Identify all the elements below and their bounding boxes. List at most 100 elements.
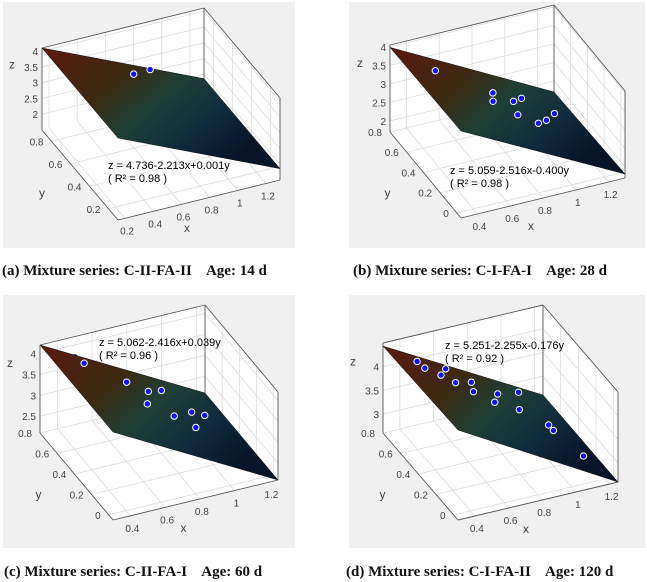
fitted-plane — [382, 345, 619, 483]
x-tick-label: 0.8 — [538, 206, 552, 217]
gridline — [91, 420, 166, 508]
gridline — [204, 375, 279, 464]
gridline — [553, 62, 626, 149]
data-point — [157, 386, 166, 395]
z-axis-label: z — [7, 356, 13, 370]
r2-text: ( R² = 0.92 ) — [445, 353, 504, 365]
axis-line — [382, 304, 544, 344]
x-tick-label: 1.2 — [605, 492, 619, 503]
axis-line — [41, 7, 205, 49]
side-wall — [543, 305, 618, 482]
fitted-plane — [39, 344, 279, 481]
x-tick-label: 1 — [234, 499, 240, 510]
z-tick-label: 4 — [30, 349, 36, 360]
gridline — [553, 80, 626, 168]
gridline — [453, 476, 614, 516]
y-tick-label: 0.8 — [30, 137, 44, 148]
axis-line — [542, 304, 619, 393]
equation-a: z = 4.736-2.213x+0.001y( R² = 0.98 ) — [108, 160, 230, 186]
gridline — [553, 43, 626, 131]
gridline — [48, 128, 126, 219]
x-tick-label: 0.8 — [195, 507, 209, 518]
y-axis-label: y — [39, 186, 45, 200]
y-tick-label: 0 — [95, 511, 101, 522]
axis-line — [39, 432, 114, 521]
data-point — [146, 65, 154, 74]
data-point — [534, 119, 543, 127]
gridline — [204, 355, 279, 443]
data-point — [489, 89, 497, 97]
gridline — [456, 172, 621, 214]
z-axis-label: z — [357, 56, 363, 70]
x-tick-label: 0.6 — [176, 212, 190, 223]
y-tick-label: 0.2 — [70, 490, 84, 501]
x-tick-label: 1.2 — [264, 490, 278, 501]
x-tick-label: 1.2 — [604, 190, 618, 201]
gridline — [203, 58, 281, 149]
gridline — [57, 428, 131, 517]
data-point — [514, 111, 522, 119]
gridline — [406, 127, 478, 215]
data-point — [442, 365, 450, 373]
r2-text: ( R² = 0.98 ) — [108, 173, 167, 185]
data-point — [144, 387, 153, 396]
y-tick-label: 0.2 — [414, 490, 428, 501]
equation-c: z = 5.062-2.416x+0.039y( R² = 0.96 ) — [99, 337, 221, 363]
data-point — [550, 109, 559, 118]
data-point — [451, 378, 460, 387]
data-point — [469, 387, 478, 396]
data-point — [517, 94, 526, 103]
caption-a: (a) Mixture series: C-II-FA-II Age: 14 d — [2, 263, 267, 279]
gridline — [553, 25, 626, 112]
x-axis-label: x — [181, 521, 187, 535]
x-tick-label: 0.4 — [472, 222, 486, 233]
axis-line — [460, 177, 626, 219]
gridline — [203, 26, 281, 118]
data-point — [192, 423, 200, 432]
data-point — [542, 116, 551, 124]
r2-text: ( R² = 0.96 ) — [99, 350, 158, 362]
gridline — [108, 474, 274, 516]
data-point — [130, 70, 138, 78]
axis-line — [457, 481, 619, 521]
z-tick-label: 2.5 — [372, 98, 386, 109]
data-point — [187, 408, 196, 416]
data-point — [201, 411, 209, 420]
z-axis-label: z — [350, 355, 356, 369]
data-point — [80, 359, 88, 367]
x-tick-label: 1 — [575, 198, 581, 209]
z-tick-label: 3.5 — [365, 386, 379, 397]
y-tick-label: 0.8 — [361, 429, 375, 440]
x-tick-label: 0.6 — [504, 516, 518, 527]
z-tick-label: 2.5 — [24, 94, 38, 105]
equation-b: z = 5.059-2.516x-0.400y( R² = 0.98 ) — [450, 165, 569, 191]
x-tick-label: 1 — [237, 198, 243, 209]
y-tick-label: 0.2 — [87, 205, 101, 216]
x-tick-label: 0.4 — [470, 524, 484, 535]
plot-panel-a: 0.2 0.4 0.6 0.8 1 1.2 0.2 0.4 0.6 0.8 2 2.5 3 3.5 4 x y z — [3, 2, 295, 248]
equation-text: z = 5.251-2.255x-0.176y — [445, 340, 564, 352]
data-point — [515, 405, 524, 414]
gridline — [203, 42, 281, 133]
gridline — [542, 352, 619, 440]
equation-d: z = 5.251-2.255x-0.176y( R² = 0.92 ) — [445, 340, 564, 366]
axis-line — [204, 304, 279, 393]
x-axis-label: x — [523, 522, 529, 536]
x-tick-label: 1 — [575, 500, 581, 511]
z-tick-label: 2 — [380, 117, 386, 128]
side-wall — [554, 5, 625, 178]
gridline — [76, 121, 154, 212]
gridline — [399, 428, 476, 517]
equation-text: z = 5.059-2.516x-0.400y — [450, 165, 569, 177]
axis-line — [389, 131, 462, 219]
data-point — [544, 421, 553, 429]
data-point — [421, 364, 429, 372]
axis-line — [389, 4, 555, 46]
z-tick-label: 3 — [32, 79, 38, 90]
x-tick-label: 0.6 — [505, 214, 519, 225]
axis-line — [39, 304, 206, 346]
z-tick-label: 3 — [373, 410, 379, 421]
